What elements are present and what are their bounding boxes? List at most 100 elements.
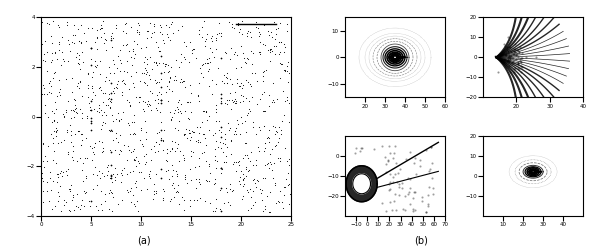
Point: [71, 98, 80, 102]
Point: [423, 202, 432, 206]
Point: [180, 208, 189, 212]
Text: (b): (b): [414, 236, 428, 246]
Point: [216, 99, 226, 103]
Point: [270, 125, 280, 129]
Point: [245, 159, 254, 163]
Point: [85, 105, 95, 109]
Point: [174, 65, 184, 69]
Point: [265, 48, 274, 52]
Point: [509, 52, 519, 56]
Point: [121, 22, 130, 26]
Point: [96, 23, 105, 27]
Point: [263, 29, 272, 33]
Point: [54, 48, 63, 52]
Point: [247, 71, 256, 75]
Point: [65, 209, 74, 213]
Point: [52, 128, 62, 132]
Point: [83, 86, 92, 90]
Point: [405, 178, 414, 182]
Point: [56, 169, 65, 173]
Point: [62, 169, 71, 173]
Point: [132, 155, 141, 158]
Point: [153, 93, 162, 97]
Point: [37, 199, 46, 203]
Point: [229, 132, 238, 136]
Point: [58, 35, 67, 39]
Point: [102, 173, 112, 177]
Point: [129, 202, 138, 206]
Point: [237, 197, 247, 201]
Point: [51, 130, 60, 134]
Point: [127, 63, 137, 67]
Point: [515, 45, 524, 49]
Point: [161, 158, 171, 162]
Point: [503, 59, 512, 62]
Point: [202, 118, 211, 122]
Point: [87, 127, 96, 131]
Point: [268, 81, 277, 85]
Point: [116, 149, 125, 153]
Point: [130, 85, 139, 89]
Point: [90, 107, 99, 111]
Point: [171, 58, 181, 62]
Point: [244, 80, 253, 84]
Point: [408, 207, 418, 211]
Point: [94, 86, 104, 90]
Point: [122, 172, 131, 176]
Point: [89, 145, 98, 149]
Point: [191, 139, 201, 143]
Point: [426, 145, 435, 149]
Point: [229, 162, 238, 166]
Point: [241, 61, 250, 65]
Point: [248, 178, 257, 182]
Point: [278, 119, 287, 123]
Point: [162, 159, 171, 163]
Point: [44, 22, 53, 26]
Point: [187, 135, 196, 139]
Point: [155, 30, 165, 33]
Point: [250, 177, 259, 181]
Point: [73, 129, 82, 133]
Point: [164, 79, 173, 83]
Point: [378, 201, 387, 205]
Point: [178, 79, 187, 83]
Point: [101, 199, 110, 203]
Point: [148, 31, 157, 34]
Point: [272, 27, 281, 31]
Point: [233, 21, 242, 25]
Point: [181, 44, 191, 48]
Point: [389, 155, 398, 159]
Point: [127, 120, 136, 124]
Point: [211, 131, 220, 135]
Point: [115, 148, 124, 152]
Point: [239, 172, 248, 176]
Point: [216, 171, 226, 175]
Point: [68, 32, 78, 36]
Point: [282, 22, 292, 26]
Point: [105, 65, 114, 69]
Point: [105, 129, 114, 133]
Point: [52, 94, 61, 98]
Point: [55, 87, 64, 91]
Point: [257, 188, 266, 192]
Point: [103, 169, 112, 173]
Point: [123, 144, 133, 148]
Point: [264, 128, 274, 132]
Point: [150, 150, 160, 154]
Point: [187, 178, 196, 182]
Point: [173, 100, 183, 104]
Point: [246, 84, 256, 88]
Point: [87, 108, 96, 112]
Point: [221, 186, 231, 189]
Point: [50, 204, 59, 208]
Point: [494, 56, 503, 60]
Point: [259, 109, 268, 113]
Point: [54, 78, 64, 82]
Point: [166, 149, 175, 153]
Point: [187, 149, 196, 153]
Point: [165, 87, 174, 91]
Point: [282, 95, 292, 99]
Point: [64, 167, 73, 171]
Point: [69, 97, 78, 101]
Point: [50, 50, 59, 54]
